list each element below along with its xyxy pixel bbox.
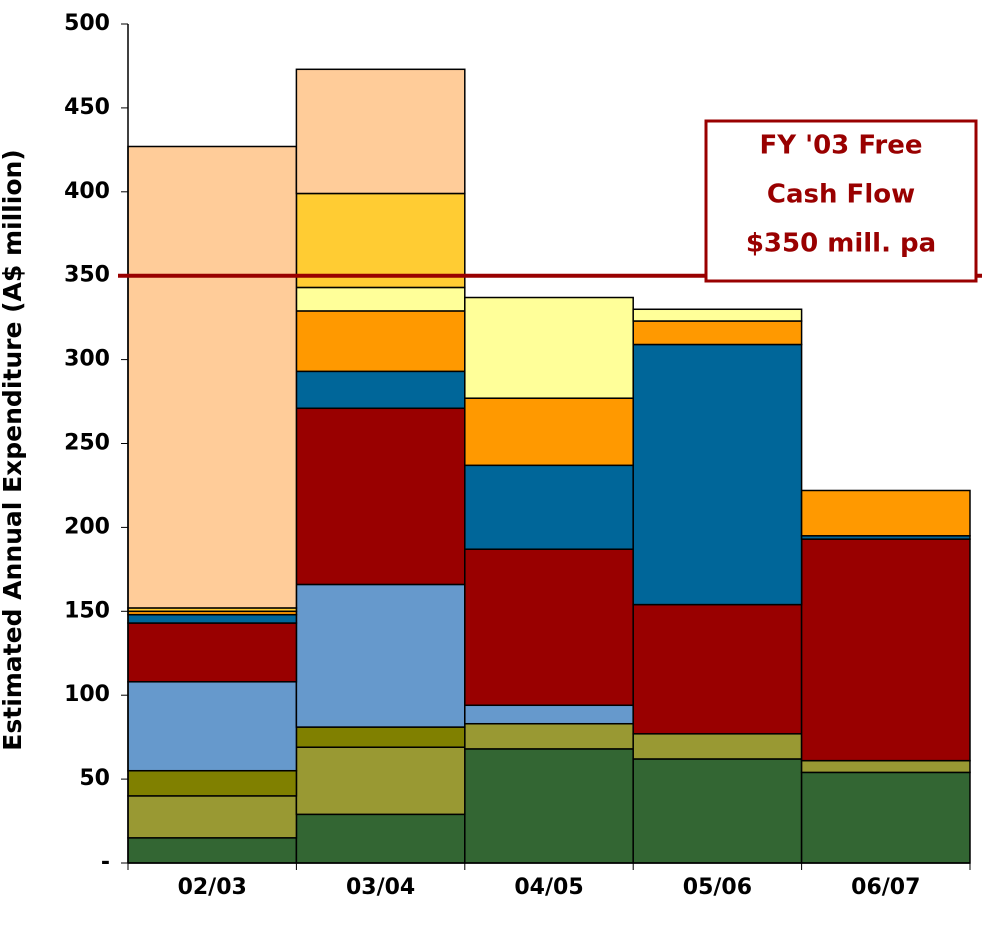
bar-segment — [295, 407, 466, 586]
y-tick-label: 100 — [64, 682, 110, 707]
bar-segment — [464, 397, 634, 467]
x-tick-label: 05/06 — [683, 875, 752, 900]
x-tick-label: 03/04 — [346, 875, 415, 900]
bar-segment — [127, 622, 298, 683]
bar-segment — [464, 704, 634, 725]
y-tick-label: 200 — [64, 514, 110, 539]
bar-segment — [127, 681, 298, 772]
bar-segment — [127, 613, 298, 624]
y-tick-label: 250 — [64, 431, 110, 456]
bar-segment — [295, 286, 466, 312]
y-tick-label: 400 — [64, 179, 110, 204]
bar-segment — [800, 771, 971, 864]
bar-segment — [464, 722, 634, 750]
bar-segment — [464, 548, 634, 707]
y-tick-label: - — [101, 850, 110, 875]
bar-segment — [800, 489, 971, 537]
x-tick-label: 06/07 — [851, 875, 920, 900]
bar-segment — [127, 795, 298, 839]
y-tick-label: 300 — [64, 347, 110, 372]
bar-segment — [295, 192, 466, 289]
bar-segment — [632, 733, 803, 760]
bar-segment — [800, 759, 971, 774]
bar-segment — [632, 320, 803, 346]
y-tick-label: 350 — [64, 263, 110, 288]
y-tick-label: 450 — [64, 95, 110, 120]
annotation-text: $350 mill. pa — [746, 229, 936, 259]
y-tick-label: 50 — [79, 766, 110, 791]
annotation-text: FY '03 Free — [759, 131, 922, 161]
bar-segment — [464, 296, 634, 399]
bar-segment — [295, 726, 466, 748]
bar-segment — [632, 308, 803, 322]
bar-segment — [632, 343, 803, 606]
bar-segment — [295, 370, 466, 410]
bar-segment — [127, 769, 298, 797]
bar-segment — [295, 746, 466, 816]
annotation-box — [704, 119, 978, 283]
annotation-text: Cash Flow — [767, 180, 915, 210]
bar-segment — [295, 68, 466, 195]
bar-segment — [464, 748, 634, 864]
bar-segment — [127, 145, 298, 609]
bar-segment — [127, 837, 298, 864]
y-axis-label: Estimated Annual Expenditure (A$ million… — [0, 149, 27, 750]
x-tick-label: 04/05 — [514, 875, 583, 900]
y-tick-label: 150 — [64, 598, 110, 623]
bar-segment — [632, 758, 803, 864]
bar-segment — [800, 538, 971, 762]
x-tick-label: 02/03 — [178, 875, 247, 900]
bar-segment — [464, 464, 634, 550]
bar-segment — [295, 310, 466, 373]
bar-segment — [295, 583, 466, 728]
y-tick-label: 500 — [64, 11, 110, 36]
bar-segment — [295, 813, 466, 864]
bar-segment — [632, 603, 803, 735]
